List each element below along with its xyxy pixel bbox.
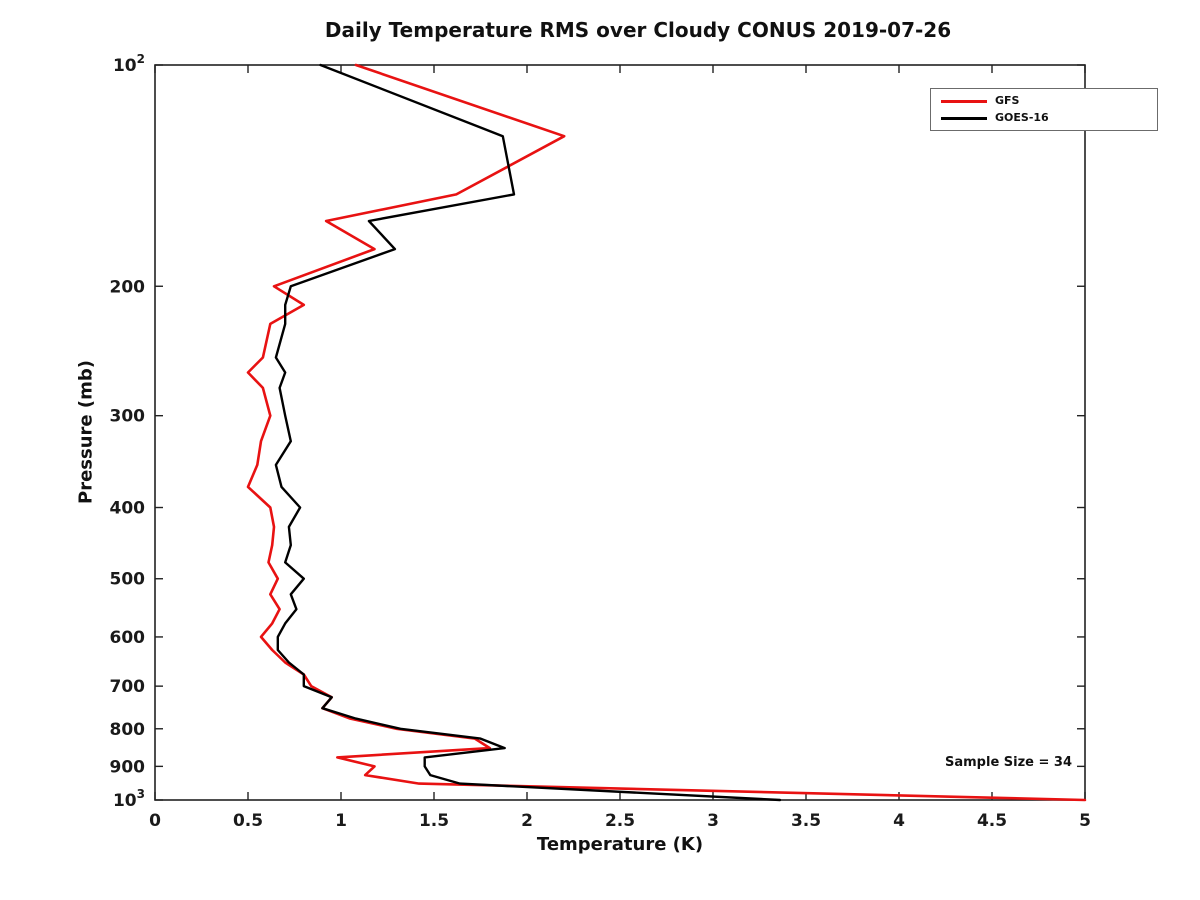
sample-size-annotation: Sample Size = 34 xyxy=(945,755,1073,770)
x-tick-label: 2 xyxy=(521,811,533,831)
x-tick-label: 4.5 xyxy=(977,811,1007,831)
x-tick-label: 1 xyxy=(335,811,347,831)
series-line-goes-16 xyxy=(274,63,782,802)
chart-title: Daily Temperature RMS over Cloudy CONUS … xyxy=(324,18,952,42)
x-tick-label: 3.5 xyxy=(791,811,821,831)
series-line-gfs xyxy=(246,63,1087,802)
legend: GFS GOES-16 xyxy=(930,88,1158,131)
y-tick-label: 300 xyxy=(110,407,146,427)
x-tick-label: 3 xyxy=(707,811,719,831)
legend-item-gfs: GFS xyxy=(941,95,1147,107)
x-tick-label: 1.5 xyxy=(419,811,449,831)
x-axis-label: Temperature (K) xyxy=(536,834,704,855)
y-tick-label: 200 xyxy=(110,277,146,297)
legend-label-gfs: GFS xyxy=(995,94,1020,107)
goes16-line-swatch xyxy=(941,116,987,120)
x-tick-label: 2.5 xyxy=(605,811,635,831)
y-tick-label: 500 xyxy=(110,570,146,590)
y-tick-label: 400 xyxy=(110,499,146,519)
y-tick-label: 900 xyxy=(110,757,146,777)
legend-item-goes16: GOES-16 xyxy=(941,112,1147,124)
x-tick-label: 4 xyxy=(893,811,905,831)
y-tick-label: 103 xyxy=(113,787,145,811)
plot-box xyxy=(154,64,1086,801)
y-tick-label: 102 xyxy=(113,52,145,76)
y-tick-label: 800 xyxy=(110,720,146,740)
x-tick-label: 0 xyxy=(149,811,161,831)
y-tick-label: 600 xyxy=(110,628,146,648)
y-tick-label: 700 xyxy=(110,677,146,697)
legend-label-goes16: GOES-16 xyxy=(995,111,1049,124)
x-tick-label: 5 xyxy=(1079,811,1091,831)
gfs-line-swatch xyxy=(941,99,987,103)
x-tick-label: 0.5 xyxy=(233,811,263,831)
